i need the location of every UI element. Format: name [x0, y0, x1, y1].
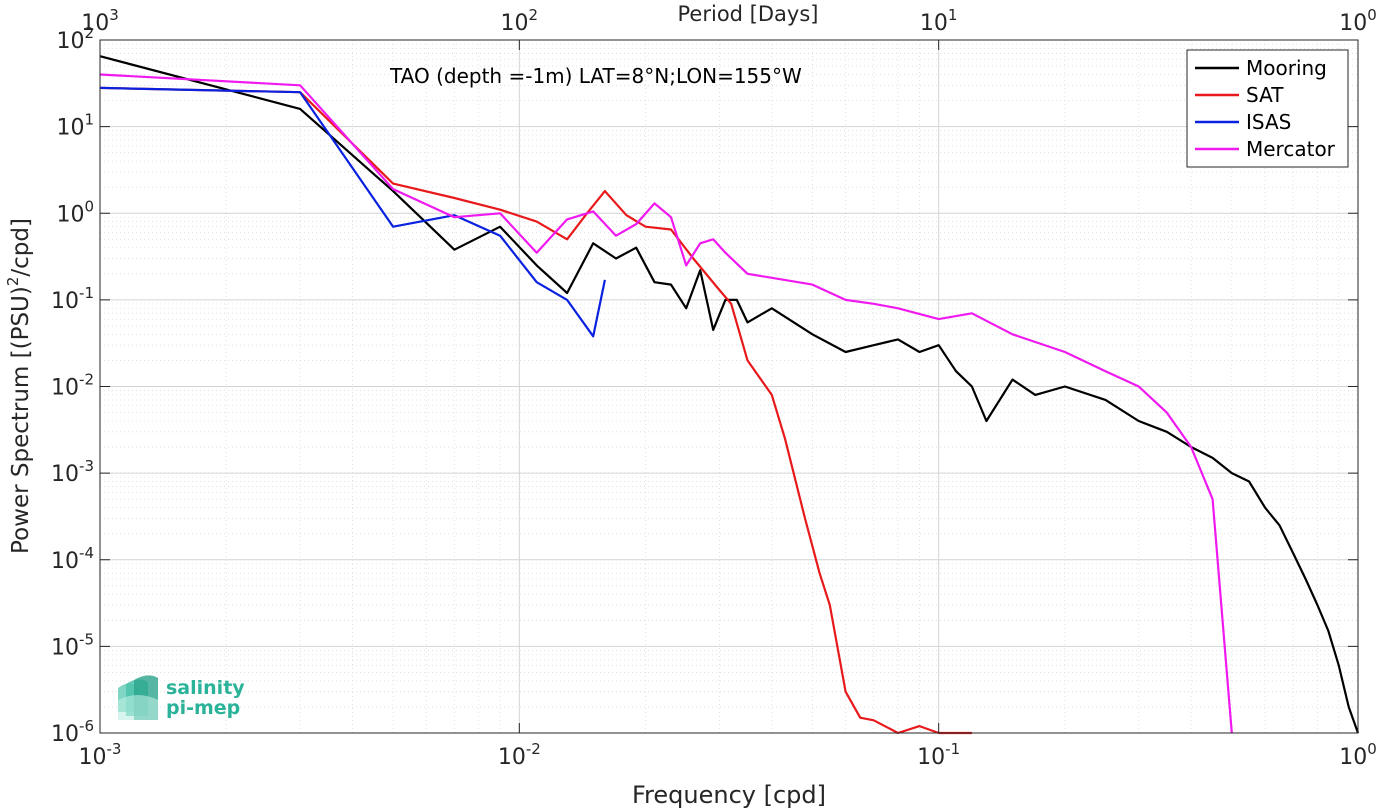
y-tick-label-exp: -1 — [79, 284, 94, 302]
y-tick-label-exp: 0 — [84, 197, 94, 215]
x-tick-label-base: 10 — [917, 745, 945, 770]
x-axis-label: Frequency [cpd] — [632, 781, 826, 809]
x-tick-label: 100 — [1339, 740, 1377, 770]
y-tick-label-base: 10 — [51, 376, 79, 401]
y-axis-label: Power Spectrum [(PSU)2/cpd] — [4, 218, 34, 554]
y-tick-label: 10-1 — [51, 284, 94, 314]
y-tick-label: 100 — [56, 197, 94, 227]
y-tick-label: 10-5 — [51, 630, 94, 660]
logo-mark-icon — [118, 675, 158, 720]
top-tick-label: 101 — [920, 6, 958, 36]
y-tick-label-exp: -2 — [79, 371, 94, 389]
y-tick-label-base: 10 — [51, 289, 79, 314]
top-tick-label-exp: 3 — [109, 6, 119, 24]
top-tick-label: 100 — [1339, 6, 1377, 36]
top-tick-label-exp: 0 — [1367, 6, 1377, 24]
top-tick-label-exp: 1 — [948, 6, 958, 24]
y-tick-label-base: 10 — [51, 722, 79, 747]
y-tick-label: 10-6 — [51, 717, 94, 747]
legend-label-sat: SAT — [1246, 83, 1284, 107]
top-tick-label-base: 10 — [920, 11, 948, 36]
y-tick-label: 10-4 — [51, 544, 94, 574]
legend-items: Mooring SAT ISAS Mercator — [1195, 56, 1336, 161]
top-tick-label-base: 10 — [501, 11, 529, 36]
legend-label-mercator: Mercator — [1246, 137, 1336, 161]
x-tick-label-base: 10 — [1339, 745, 1367, 770]
x-tick-label-exp: 0 — [1367, 740, 1377, 758]
x-tick-label-exp: -3 — [107, 740, 122, 758]
top-tick-label: 103 — [81, 6, 119, 36]
salinity-pi-mep-logo: salinity pi-mep — [118, 675, 245, 720]
top-tick-label-base: 10 — [81, 11, 109, 36]
top-tick-label: 102 — [501, 6, 539, 36]
logo-line2: pi-mep — [166, 697, 240, 719]
series-line-mercator — [99, 73, 1233, 734]
logo-line1: salinity — [166, 677, 245, 699]
x-tick-label-exp: -2 — [526, 740, 541, 758]
legend-label-isas: ISAS — [1246, 110, 1291, 134]
y-tick-label-exp: -3 — [79, 457, 94, 475]
y-tick-label-exp: 1 — [84, 111, 94, 129]
top-tick-label-base: 10 — [1339, 11, 1367, 36]
x-tick-label-exp: -1 — [945, 740, 960, 758]
series-layer — [99, 55, 1360, 735]
x-tick-label: 10-1 — [917, 740, 960, 770]
y-tick-label-exp: -6 — [79, 717, 94, 735]
y-tick-label-exp: -5 — [79, 630, 94, 648]
y-axis-label-base: Power Spectrum [(PSU) — [8, 286, 34, 554]
y-tick-label-base: 10 — [56, 29, 84, 54]
x-tick-label-base: 10 — [79, 745, 107, 770]
legend-box — [1186, 49, 1349, 168]
y-tick-label: 102 — [56, 24, 94, 54]
y-axis-label-exp: 2 — [4, 277, 22, 287]
x-tick-label: 10-3 — [79, 740, 122, 770]
y-tick-label-base: 10 — [51, 549, 79, 574]
grid — [99, 39, 1359, 734]
legend-label-mooring: Mooring — [1246, 56, 1327, 80]
x-tick-label: 10-2 — [498, 740, 541, 770]
series-line-sat — [99, 86, 972, 735]
legend: Mooring SAT ISAS Mercator — [1186, 49, 1349, 168]
series-line-isas — [99, 86, 606, 338]
y-tick-label-base: 10 — [51, 462, 79, 487]
x-tick-label-base: 10 — [498, 745, 526, 770]
y-tick-label-exp: 2 — [84, 24, 94, 42]
y-tick-label-exp: -4 — [79, 544, 94, 562]
top-tick-label-exp: 2 — [529, 6, 539, 24]
chart-title: TAO (depth =-1m) LAT=8°N;LON=155°W — [389, 64, 802, 88]
y-tick-label-base: 10 — [56, 116, 84, 141]
y-axis-label-end: /cpd] — [8, 218, 34, 277]
top-axis-label: Period [Days] — [678, 2, 819, 26]
y-tick-label: 101 — [56, 111, 94, 141]
y-tick-label: 10-3 — [51, 457, 94, 487]
y-tick-label-base: 10 — [56, 202, 84, 227]
y-tick-label-base: 10 — [51, 635, 79, 660]
series-line-mooring — [99, 55, 1360, 734]
y-tick-label: 10-2 — [51, 371, 94, 401]
